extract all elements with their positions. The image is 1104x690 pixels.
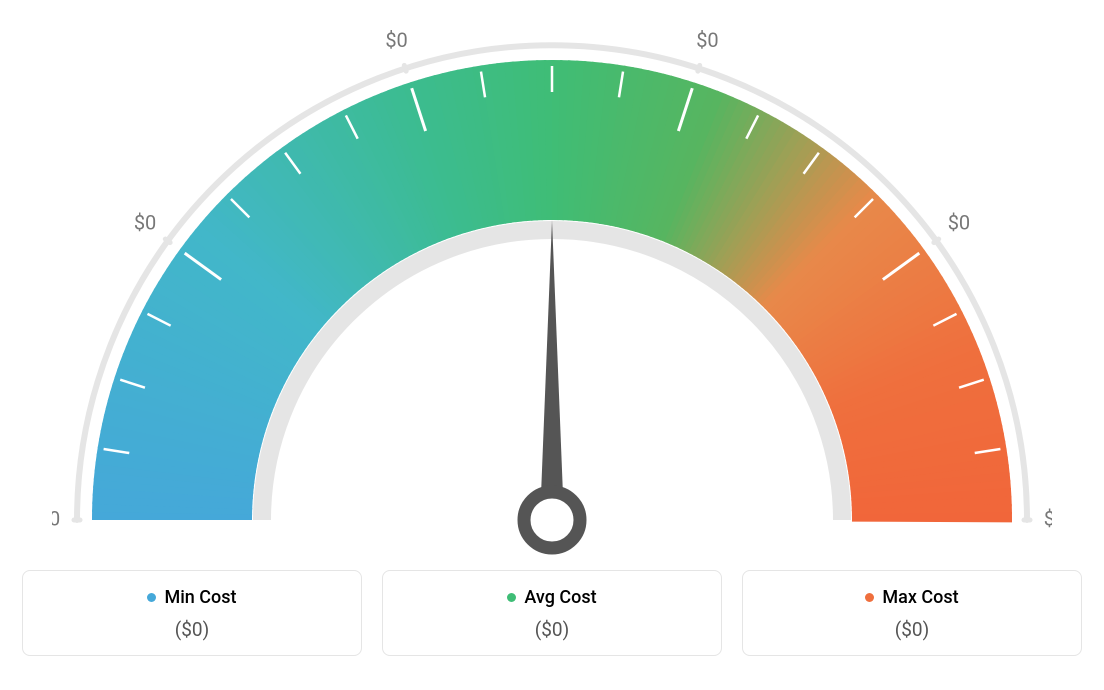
- legend-label-min: Min Cost: [147, 587, 236, 608]
- legend-label-avg: Avg Cost: [507, 587, 596, 608]
- legend-min-text: Min Cost: [164, 587, 236, 608]
- legend-card-avg: Avg Cost ($0): [382, 570, 722, 656]
- legend-avg-text: Avg Cost: [524, 587, 596, 608]
- svg-text:$0: $0: [1044, 506, 1052, 530]
- legend-label-max: Max Cost: [865, 587, 958, 608]
- legend-avg-value: ($0): [395, 618, 709, 641]
- legend-card-max: Max Cost ($0): [742, 570, 1082, 656]
- dot-icon: [865, 593, 874, 602]
- legend-row: Min Cost ($0) Avg Cost ($0) Max Cost ($0…: [22, 560, 1082, 656]
- legend-max-text: Max Cost: [882, 587, 958, 608]
- legend-min-value: ($0): [35, 618, 349, 641]
- gauge-svg: $0 $0 $0 $0 $0 $0: [52, 10, 1052, 570]
- svg-text:$0: $0: [948, 211, 970, 235]
- dot-icon: [147, 593, 156, 602]
- svg-text:$0: $0: [52, 506, 60, 530]
- svg-text:$0: $0: [134, 211, 156, 235]
- svg-text:$0: $0: [696, 28, 718, 52]
- legend-card-min: Min Cost ($0): [22, 570, 362, 656]
- svg-text:$0: $0: [385, 28, 407, 52]
- legend-max-value: ($0): [755, 618, 1069, 641]
- gauge-chart: $0 $0 $0 $0 $0 $0: [0, 0, 1104, 560]
- dot-icon: [507, 593, 516, 602]
